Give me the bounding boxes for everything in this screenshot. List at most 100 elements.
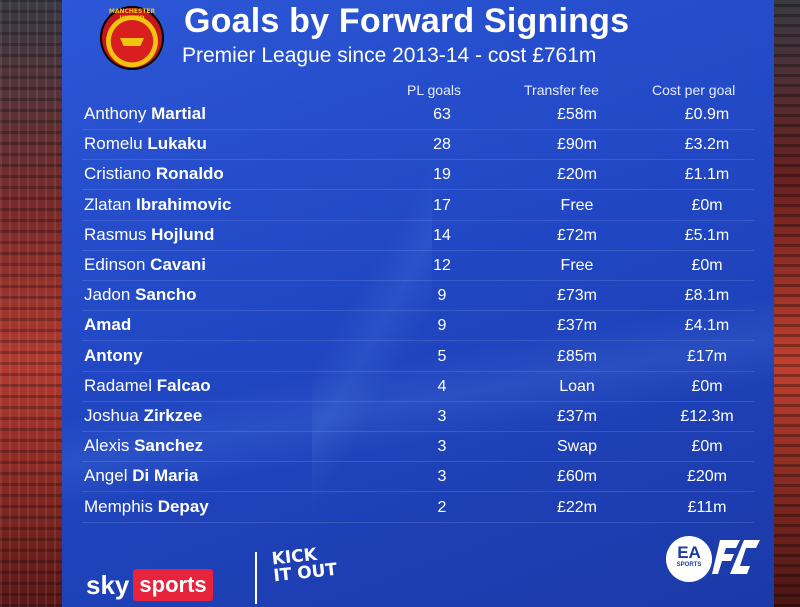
table-row: Amad 9 £37m £4.1m bbox=[62, 311, 774, 342]
player-name: Amad bbox=[84, 315, 131, 335]
club-crest-icon: MANCHESTER UNITED bbox=[100, 6, 164, 70]
player-name: Anthony Martial bbox=[84, 104, 206, 124]
cost-per-goal-value: £20m bbox=[686, 468, 728, 486]
ea-fc-logo bbox=[712, 536, 760, 580]
stadium-background-left bbox=[0, 0, 70, 607]
transfer-fee-value: Swap bbox=[556, 438, 598, 456]
player-last-name: Depay bbox=[157, 496, 209, 516]
pl-goals-value: 12 bbox=[433, 257, 451, 274]
player-first-name: Rasmus bbox=[84, 224, 147, 244]
sports-wordmark: sports bbox=[133, 569, 213, 601]
player-last-name: Sanchez bbox=[134, 436, 204, 456]
transfer-fee-value: £90m bbox=[556, 136, 598, 154]
transfer-fee-value: £37m bbox=[556, 408, 598, 425]
table-row: Edinson Cavani 12 Free £0m bbox=[62, 251, 774, 281]
pl-goals-value: 3 bbox=[437, 408, 447, 425]
player-first-name: Joshua bbox=[84, 406, 139, 425]
pl-goals-value: 9 bbox=[437, 287, 447, 305]
table-row: Jadon Sancho 9 £73m £8.1m bbox=[62, 281, 774, 312]
cost-per-goal-value: £0.9m bbox=[684, 106, 730, 123]
table-row: Radamel Falcao 4 Loan £0m bbox=[62, 372, 774, 402]
cost-per-goal-value: £0m bbox=[691, 377, 723, 395]
player-name: Alexis Sanchez bbox=[84, 436, 203, 456]
cost-per-goal-value: £1.1m bbox=[684, 166, 730, 184]
pl-goals-value: 63 bbox=[433, 106, 451, 123]
footer-divider bbox=[255, 552, 257, 604]
player-last-name: Ibrahimovic bbox=[135, 194, 232, 214]
player-first-name: Memphis bbox=[84, 496, 153, 516]
pl-goals-value: 2 bbox=[437, 498, 447, 516]
fc-mark-icon bbox=[712, 540, 760, 574]
table-row: Memphis Depay 2 £22m £11m bbox=[62, 493, 774, 523]
player-last-name: Lukaku bbox=[147, 134, 207, 154]
ea-wordmark: EA bbox=[677, 543, 701, 562]
column-header-fee: Transfer fee bbox=[524, 82, 599, 98]
player-first-name: Romelu bbox=[84, 134, 143, 154]
pl-goals-value: 4 bbox=[437, 377, 447, 395]
transfer-fee-value: £85m bbox=[556, 347, 598, 365]
player-first-name: Angel bbox=[84, 466, 128, 486]
cost-per-goal-value: £12.3m bbox=[680, 408, 734, 425]
pl-goals-value: 9 bbox=[437, 317, 447, 335]
player-name: Joshua Zirkzee bbox=[84, 406, 202, 426]
transfer-fee-value: £73m bbox=[556, 287, 598, 305]
page-title: Goals by Forward Signings bbox=[184, 2, 630, 40]
player-name: Angel Di Maria bbox=[84, 466, 198, 486]
player-last-name: Di Maria bbox=[132, 466, 199, 486]
pl-goals-value: 17 bbox=[433, 196, 451, 214]
player-first-name: Zlatan bbox=[84, 194, 132, 214]
transfer-fee-value: £60m bbox=[556, 468, 598, 486]
player-last-name: Falcao bbox=[156, 375, 211, 395]
table-row: Antony 5 £85m £17m bbox=[62, 342, 774, 372]
table-row: Romelu Lukaku 28 £90m £3.2m bbox=[62, 130, 774, 161]
player-last-name: Ronaldo bbox=[155, 164, 224, 184]
sky-sports-logo: sky sports bbox=[86, 566, 213, 604]
cost-per-goal-value: £4.1m bbox=[684, 317, 730, 335]
column-header-cost: Cost per goal bbox=[652, 82, 736, 98]
cost-per-goal-value: £0m bbox=[691, 438, 723, 456]
table-row: Angel Di Maria 3 £60m £20m bbox=[62, 462, 774, 493]
player-name: Edinson Cavani bbox=[84, 255, 206, 275]
pl-goals-value: 14 bbox=[433, 226, 451, 244]
player-first-name: Edinson bbox=[84, 255, 146, 274]
player-last-name: Amad bbox=[84, 315, 132, 335]
table-row: Alexis Sanchez 3 Swap £0m bbox=[62, 432, 774, 463]
crest-lettering: MANCHESTER UNITED bbox=[108, 8, 156, 22]
player-last-name: Sancho bbox=[135, 285, 197, 305]
player-name: Cristiano Ronaldo bbox=[84, 164, 224, 184]
ea-sports-sub: SPORTS bbox=[676, 562, 702, 568]
transfer-fee-value: £22m bbox=[556, 498, 598, 516]
player-name: Rasmus Hojlund bbox=[84, 225, 214, 245]
transfer-fee-value: Free bbox=[560, 196, 594, 214]
cost-per-goal-value: £0m bbox=[691, 196, 723, 214]
table-row: Joshua Zirkzee 3 £37m £12.3m bbox=[62, 402, 774, 432]
pl-goals-value: 5 bbox=[437, 347, 447, 365]
player-name: Memphis Depay bbox=[84, 497, 209, 517]
player-last-name: Zirkzee bbox=[143, 406, 203, 425]
kick-it-out-logo: KICK IT OUT bbox=[270, 544, 339, 587]
player-name: Jadon Sancho bbox=[84, 285, 196, 305]
player-name: Radamel Falcao bbox=[84, 376, 211, 396]
player-last-name: Hojlund bbox=[151, 224, 215, 244]
cost-per-goal-value: £0m bbox=[691, 257, 723, 274]
table-row: Rasmus Hojlund 14 £72m £5.1m bbox=[62, 221, 774, 251]
stats-board: MANCHESTER UNITED Goals by Forward Signi… bbox=[62, 0, 774, 607]
player-first-name: Cristiano bbox=[84, 164, 152, 184]
pl-goals-value: 19 bbox=[433, 166, 451, 184]
transfer-fee-value: £58m bbox=[556, 106, 598, 123]
pl-goals-value: 3 bbox=[437, 438, 447, 456]
pl-goals-value: 28 bbox=[433, 136, 451, 154]
player-name: Antony bbox=[84, 346, 143, 366]
cost-per-goal-value: £3.2m bbox=[684, 136, 730, 154]
player-last-name: Cavani bbox=[150, 255, 206, 274]
table-row: Anthony Martial 63 £58m £0.9m bbox=[62, 100, 774, 130]
page-subtitle: Premier League since 2013-14 - cost £761… bbox=[182, 44, 597, 67]
transfer-fee-value: £72m bbox=[556, 226, 598, 244]
table-row: Zlatan Ibrahimovic 17 Free £0m bbox=[62, 191, 774, 221]
player-name: Romelu Lukaku bbox=[84, 134, 207, 154]
cost-per-goal-value: £8.1m bbox=[684, 287, 730, 305]
sky-wordmark: sky bbox=[86, 569, 130, 600]
player-first-name: Alexis bbox=[84, 436, 130, 456]
player-last-name: Martial bbox=[151, 104, 206, 123]
player-first-name: Jadon bbox=[84, 285, 131, 305]
